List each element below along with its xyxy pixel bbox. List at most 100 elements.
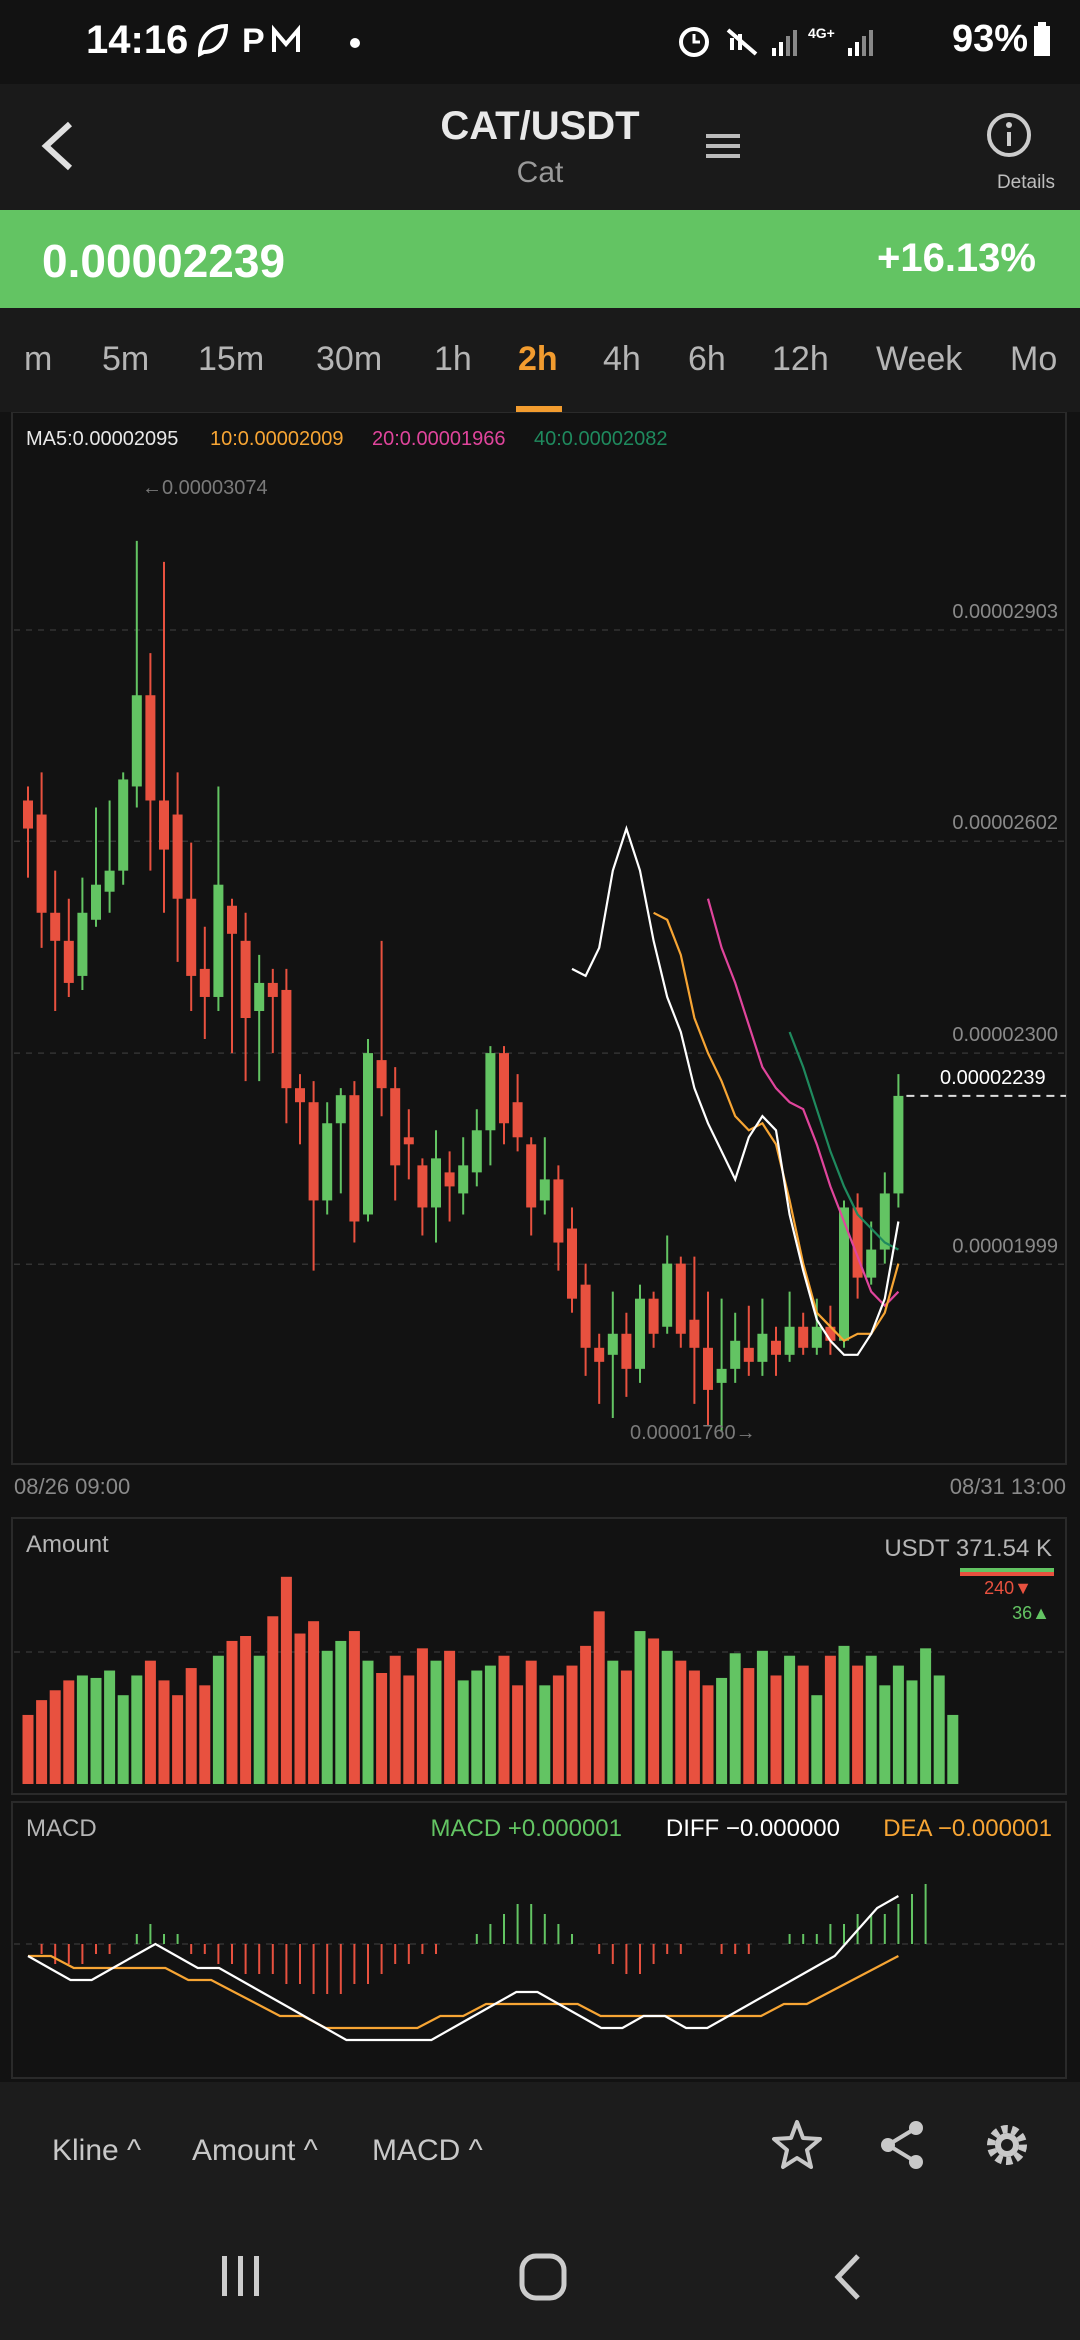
candle-body	[186, 898, 197, 976]
battery-icon	[1034, 22, 1050, 56]
volume-bar	[294, 1633, 306, 1784]
system-status-icons: 4G+	[679, 25, 873, 57]
back-arrow-icon[interactable]	[38, 120, 78, 172]
tab-5m[interactable]: 5m	[102, 340, 150, 378]
candle-body	[349, 1095, 360, 1222]
candle-body	[63, 940, 74, 983]
volume-bar	[430, 1660, 442, 1784]
high-price-annotation: ←0.00003074	[142, 477, 268, 499]
star-icon[interactable]	[770, 2118, 824, 2172]
volume-bar	[784, 1655, 796, 1784]
candle-body	[159, 800, 169, 850]
candle-body	[390, 1088, 401, 1166]
volume-bar	[852, 1665, 864, 1784]
macd-panel-frame	[11, 1801, 1067, 2079]
ma-legend-ma40: 40:0.00002082	[534, 428, 667, 450]
candle-body	[403, 1137, 414, 1145]
volume-bar	[76, 1675, 88, 1784]
amount-title: Amount	[26, 1531, 109, 1558]
price-level-label: 0.00002602	[952, 812, 1058, 834]
tab-30m[interactable]: 30m	[316, 340, 383, 378]
volume-bar	[797, 1665, 809, 1784]
tab-12h[interactable]: 12h	[772, 340, 829, 378]
home-icon[interactable]	[518, 2252, 568, 2302]
candle-body	[131, 695, 142, 787]
ma10-line	[653, 911, 900, 1343]
info-icon[interactable]	[986, 112, 1032, 158]
time-axis-end: 08/31 13:00	[950, 1474, 1066, 1499]
tab-2h[interactable]: 2h	[518, 340, 558, 378]
volume-bar	[335, 1640, 347, 1784]
volume-bar	[702, 1685, 714, 1784]
ma5-line	[571, 825, 900, 1356]
volume-bar	[308, 1621, 320, 1784]
candle-body	[91, 884, 101, 920]
tab-15m[interactable]: 15m	[198, 340, 265, 378]
volume-bar	[172, 1695, 184, 1784]
macd-selector[interactable]: MACD ^	[372, 2134, 483, 2167]
network-type-label: 4G+	[808, 25, 835, 41]
back-nav-icon[interactable]	[828, 2252, 868, 2302]
price-change-percent: +16.13%	[876, 236, 1036, 280]
chart-area[interactable]: MA5:0.00002095 10:0.00002009 20:0.00001966…	[0, 411, 1080, 2082]
volume-bar	[675, 1660, 687, 1784]
candle-body	[716, 1368, 727, 1383]
app-header: CAT/USDT Cat Details	[0, 84, 1080, 210]
share-icon[interactable]	[876, 2118, 930, 2172]
volume-bar	[376, 1673, 388, 1784]
volume-bar	[648, 1638, 660, 1784]
recent-apps-icon[interactable]	[218, 2254, 264, 2298]
candle-body	[512, 1102, 523, 1138]
interval-tabs: m 5m 15m 30m 1h 2h 4h 6h 12h Week Mo	[0, 308, 1080, 412]
tab-1h[interactable]: 1h	[434, 340, 472, 378]
candle-body	[621, 1333, 632, 1369]
tab-6h[interactable]: 6h	[688, 340, 726, 378]
volume-bar	[22, 1714, 34, 1784]
chart-svg[interactable]: MA5:0.00002095 10:0.00002009 20:0.00001966…	[0, 411, 1080, 2082]
status-bar: 14:16 P 4G+ 93%	[0, 0, 1080, 84]
tab-4h[interactable]: 4h	[603, 340, 641, 378]
settings-gear-icon[interactable]	[980, 2118, 1034, 2172]
tab-m[interactable]: m	[24, 340, 53, 378]
candle-body	[254, 982, 265, 1011]
amount-sell-bar	[960, 1572, 1054, 1576]
volume-bar	[131, 1675, 143, 1784]
volume-bar	[933, 1675, 945, 1784]
tab-week[interactable]: Week	[876, 340, 963, 378]
volume-bar	[920, 1648, 932, 1784]
volume-bar	[593, 1611, 605, 1784]
candle-body	[662, 1263, 673, 1327]
candle-body	[376, 1060, 387, 1089]
candle-body	[335, 1095, 346, 1124]
candle-body	[607, 1333, 618, 1355]
volume-bar	[348, 1631, 360, 1784]
price-level-label: 0.00002903	[952, 601, 1058, 623]
amount-selector[interactable]: Amount ^	[192, 2134, 318, 2167]
volume-bar	[525, 1660, 537, 1784]
candle-body	[852, 1207, 863, 1278]
menu-icon[interactable]	[706, 132, 740, 160]
dea-value: DEA −0.000001	[883, 1815, 1052, 1842]
kline-selector[interactable]: Kline ^	[52, 2134, 142, 2167]
candle-body	[594, 1347, 605, 1362]
volume-bar	[471, 1670, 483, 1784]
tab-mo[interactable]: Mo	[1010, 340, 1058, 378]
details-label[interactable]: Details	[996, 172, 1056, 193]
volume-bar	[280, 1576, 292, 1784]
volume-bar	[63, 1680, 75, 1784]
candle-body	[485, 1053, 496, 1131]
ma40-line	[788, 1031, 899, 1251]
volume-bar	[607, 1660, 619, 1784]
volume-bar	[104, 1670, 116, 1784]
volume-bar	[756, 1650, 768, 1784]
battery-level: 93%	[951, 18, 1028, 60]
volume-bar	[824, 1655, 836, 1784]
volume-bar	[90, 1677, 102, 1784]
volume-bar	[539, 1685, 551, 1784]
notification-icons: P	[197, 22, 300, 58]
main-chart-frame	[11, 411, 1067, 1465]
volume-bar	[838, 1645, 850, 1784]
price-level-label: 0.00001999	[952, 1235, 1058, 1257]
volume-bar	[267, 1616, 279, 1784]
volume-bar	[729, 1653, 741, 1784]
